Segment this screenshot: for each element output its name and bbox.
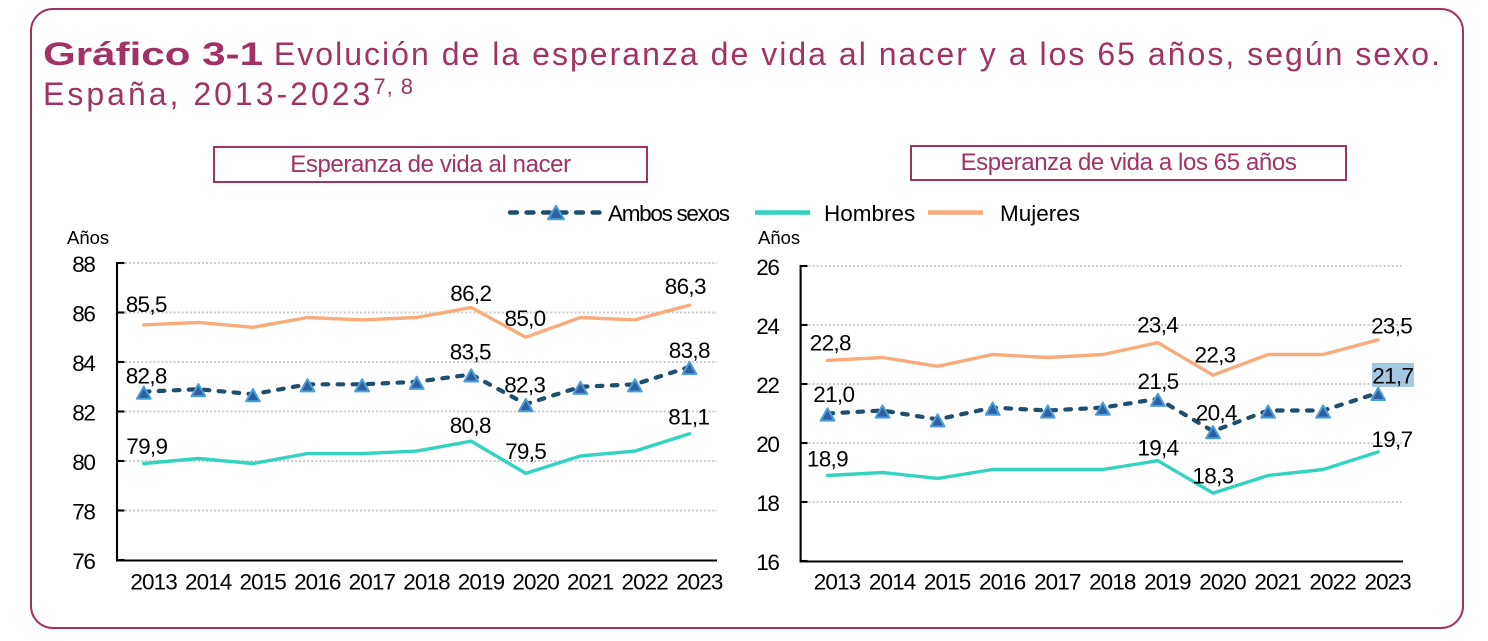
svg-text:2015: 2015 [239,570,286,595]
svg-text:2014: 2014 [185,570,232,595]
svg-text:Mujeres: Mujeres [1000,201,1080,226]
svg-text:18: 18 [756,491,779,516]
svg-text:21,7: 21,7 [1372,364,1413,389]
svg-text:Años: Años [758,227,800,248]
svg-text:83,8: 83,8 [669,338,710,363]
svg-text:2017: 2017 [1034,570,1081,595]
svg-text:22,3: 22,3 [1195,343,1236,368]
svg-text:85,5: 85,5 [126,292,167,317]
svg-text:86,3: 86,3 [665,274,706,299]
svg-text:80: 80 [72,450,95,475]
svg-text:19,7: 19,7 [1371,427,1412,452]
svg-text:23,4: 23,4 [1137,313,1178,338]
svg-text:2013: 2013 [814,570,861,595]
svg-text:76: 76 [72,549,95,574]
svg-text:16: 16 [756,550,779,575]
svg-text:78: 78 [72,500,95,525]
svg-text:2018: 2018 [403,570,450,595]
svg-text:22: 22 [756,373,779,398]
svg-text:2017: 2017 [349,570,396,595]
svg-text:23,5: 23,5 [1371,313,1412,338]
svg-text:2020: 2020 [1199,570,1246,595]
svg-text:88: 88 [72,252,95,277]
svg-text:22,8: 22,8 [810,331,851,356]
svg-text:2019: 2019 [1144,570,1191,595]
svg-text:81,1: 81,1 [668,404,709,429]
svg-text:2022: 2022 [621,570,668,595]
svg-text:2016: 2016 [979,570,1026,595]
svg-text:2021: 2021 [1254,570,1301,595]
svg-text:86: 86 [72,302,95,327]
svg-text:24: 24 [756,314,779,339]
svg-text:85,0: 85,0 [505,306,546,331]
svg-text:18,9: 18,9 [807,447,848,472]
svg-text:84: 84 [72,351,95,376]
svg-text:2013: 2013 [130,570,177,595]
svg-text:82: 82 [72,401,95,426]
svg-text:2016: 2016 [294,570,341,595]
svg-text:26: 26 [756,255,779,280]
svg-text:2021: 2021 [567,570,614,595]
svg-text:2019: 2019 [458,570,505,595]
svg-text:21,5: 21,5 [1138,369,1179,394]
svg-text:20,4: 20,4 [1196,401,1237,426]
svg-text:19,4: 19,4 [1137,436,1178,461]
svg-text:20: 20 [756,432,779,457]
svg-text:2022: 2022 [1309,570,1356,595]
svg-text:Hombres: Hombres [824,201,915,226]
svg-text:79,5: 79,5 [505,439,546,464]
svg-text:2018: 2018 [1089,570,1136,595]
svg-text:82,8: 82,8 [126,364,167,389]
svg-text:86,2: 86,2 [450,281,491,306]
svg-text:18,3: 18,3 [1192,463,1233,488]
svg-text:2020: 2020 [512,570,559,595]
svg-text:2023: 2023 [1364,570,1411,595]
svg-text:79,9: 79,9 [126,434,167,459]
svg-text:2014: 2014 [869,570,916,595]
svg-text:Años: Años [67,227,109,248]
svg-text:82,3: 82,3 [504,373,545,398]
svg-text:21,0: 21,0 [813,382,854,407]
svg-text:2015: 2015 [924,570,971,595]
svg-text:Ambos sexos: Ambos sexos [608,201,730,226]
svg-text:2023: 2023 [676,570,723,595]
svg-text:83,5: 83,5 [450,339,491,364]
svg-text:80,8: 80,8 [450,413,491,438]
